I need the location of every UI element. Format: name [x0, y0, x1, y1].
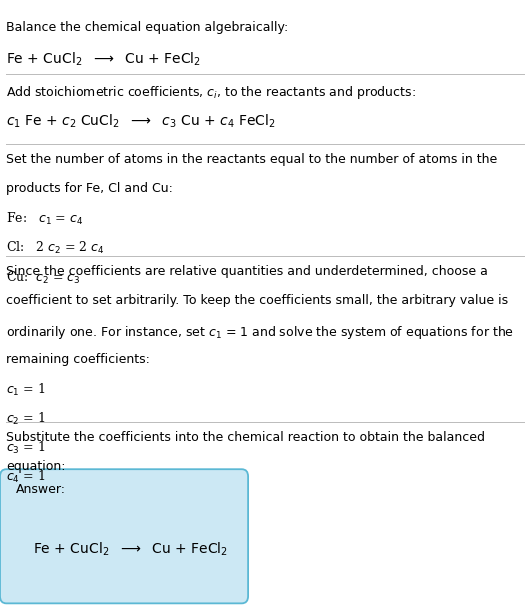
Text: $c_1$ = 1: $c_1$ = 1	[6, 382, 46, 398]
FancyBboxPatch shape	[0, 469, 248, 603]
Text: products for Fe, Cl and Cu:: products for Fe, Cl and Cu:	[6, 182, 173, 195]
Text: ordinarily one. For instance, set $c_1$ = 1 and solve the system of equations fo: ordinarily one. For instance, set $c_1$ …	[6, 324, 515, 341]
Text: Cu:  $c_2$ = $c_3$: Cu: $c_2$ = $c_3$	[6, 270, 81, 286]
Text: remaining coefficients:: remaining coefficients:	[6, 353, 150, 365]
Text: Substitute the coefficients into the chemical reaction to obtain the balanced: Substitute the coefficients into the che…	[6, 431, 485, 444]
Text: Fe + CuCl$_2$  $\longrightarrow$  Cu + FeCl$_2$: Fe + CuCl$_2$ $\longrightarrow$ Cu + FeC…	[6, 50, 202, 68]
Text: $c_2$ = 1: $c_2$ = 1	[6, 411, 46, 427]
Text: coefficient to set arbitrarily. To keep the coefficients small, the arbitrary va: coefficient to set arbitrarily. To keep …	[6, 294, 508, 307]
Text: Fe + CuCl$_2$  $\longrightarrow$  Cu + FeCl$_2$: Fe + CuCl$_2$ $\longrightarrow$ Cu + FeC…	[33, 540, 228, 558]
Text: $c_1$ Fe + $c_2$ CuCl$_2$  $\longrightarrow$  $c_3$ Cu + $c_4$ FeCl$_2$: $c_1$ Fe + $c_2$ CuCl$_2$ $\longrightarr…	[6, 113, 276, 131]
Text: Since the coefficients are relative quantities and underdetermined, choose a: Since the coefficients are relative quan…	[6, 265, 488, 278]
Text: equation:: equation:	[6, 460, 66, 473]
Text: Balance the chemical equation algebraically:: Balance the chemical equation algebraica…	[6, 21, 289, 34]
Text: Add stoichiometric coefficients, $c_i$, to the reactants and products:: Add stoichiometric coefficients, $c_i$, …	[6, 84, 416, 101]
Text: Answer:: Answer:	[16, 483, 66, 495]
Text: Fe:   $c_1$ = $c_4$: Fe: $c_1$ = $c_4$	[6, 211, 84, 228]
Text: Cl:   2 $c_2$ = 2 $c_4$: Cl: 2 $c_2$ = 2 $c_4$	[6, 240, 105, 257]
Text: Set the number of atoms in the reactants equal to the number of atoms in the: Set the number of atoms in the reactants…	[6, 153, 498, 166]
Text: $c_3$ = 1: $c_3$ = 1	[6, 440, 46, 456]
Text: $c_4$ = 1: $c_4$ = 1	[6, 469, 46, 486]
